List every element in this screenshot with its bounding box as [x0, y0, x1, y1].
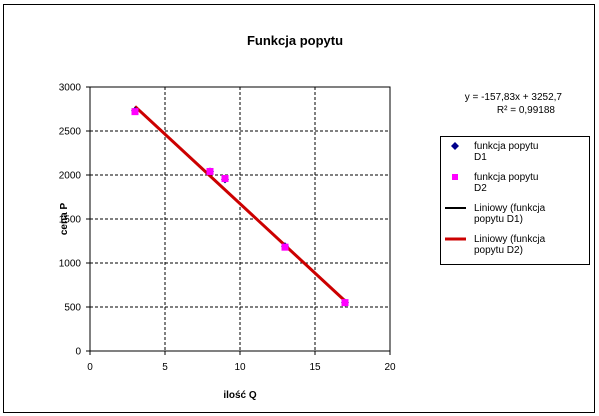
series-2-point — [341, 299, 349, 307]
y-tick-label: 1000 — [59, 259, 82, 270]
legend-label: D1 — [474, 152, 487, 163]
x-tick-label: 0 — [87, 362, 93, 373]
legend-label: D2 — [474, 183, 487, 194]
y-tick-label: 1500 — [59, 215, 82, 226]
trendlines — [133, 105, 347, 302]
legend-label: popytu D1) — [474, 214, 523, 225]
x-tick-label: 20 — [384, 362, 396, 373]
x-tick-label: 10 — [234, 362, 246, 373]
y-tick-label: 3000 — [59, 83, 82, 94]
chart-title: Funkcja popytu — [247, 33, 343, 48]
legend-box — [440, 136, 590, 265]
legend-key-square — [452, 174, 458, 180]
series-2-point — [281, 243, 289, 251]
legend-key-diamond — [451, 142, 459, 150]
y-tick-label: 2500 — [59, 127, 82, 138]
series-2-point — [221, 175, 229, 183]
trendline-2 — [133, 105, 347, 302]
y-axis-label: cena P — [59, 203, 70, 236]
y-tick-label: 500 — [64, 303, 81, 314]
x-tick-label: 5 — [162, 362, 168, 373]
series-2-point — [206, 167, 214, 175]
legend-label: Liniowy (funkcja — [474, 234, 546, 245]
trend-r-squared: R² = 0,99188 — [497, 105, 556, 116]
series-2-point — [131, 108, 139, 116]
legend-label: Liniowy (funkcja — [474, 203, 546, 214]
x-axis-label: ilość Q — [223, 390, 257, 401]
grid — [86, 86, 391, 355]
legend-label: funkcja popytu — [474, 172, 539, 183]
y-tick-label: 2000 — [59, 171, 82, 182]
data-points — [131, 106, 349, 307]
legend-label: funkcja popytu — [474, 141, 539, 152]
legend-label: popytu D2) — [474, 245, 523, 256]
tick-labels: 0 500 1000 1500 2000 2500 3000 0 5 10 15 20 — [59, 83, 396, 374]
trend-equation: y = -157,83x + 3252,7 — [465, 92, 563, 103]
x-tick-label: 15 — [309, 362, 321, 373]
y-tick-label: 0 — [75, 347, 81, 358]
